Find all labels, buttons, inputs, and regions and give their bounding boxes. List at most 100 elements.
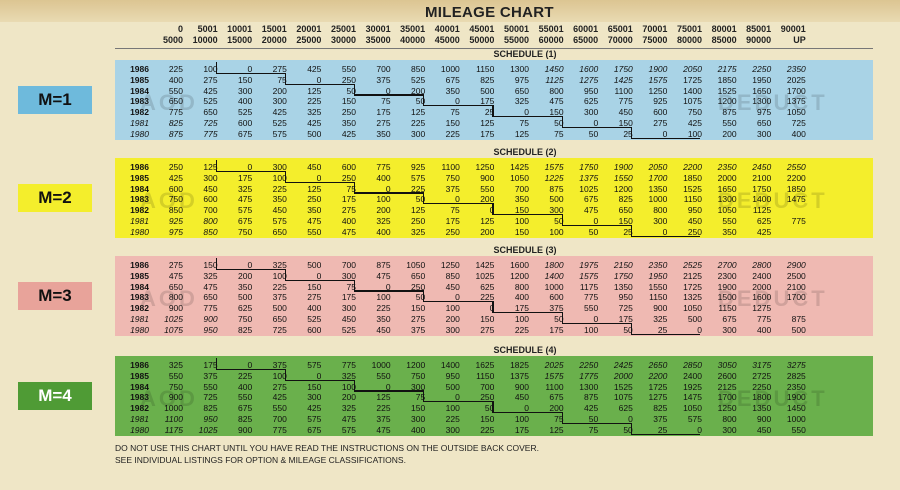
column-header-from: 45001 (469, 24, 495, 34)
zero-boundary-line (423, 290, 425, 302)
table-cell: 650 (168, 281, 183, 292)
mileage-class-badge: M=1 (18, 86, 92, 114)
table-cell: 500 (687, 314, 702, 324)
table-cell: 875 (549, 183, 564, 194)
table-cell: 75 (588, 424, 599, 435)
year-label: 1980 (130, 226, 149, 237)
zero-boundary-line (423, 390, 425, 402)
table-cell: 1300 (717, 194, 737, 205)
table-cell: 1800 (752, 392, 772, 403)
table-cell: 900 (653, 303, 668, 314)
table-cell: 550 (307, 226, 322, 237)
table-cell: 300 (411, 381, 426, 392)
table-cell: 850 (411, 64, 426, 74)
table-cell: 250 (341, 74, 356, 85)
table-cell: 775 (757, 314, 772, 324)
table-cell: 0 (247, 360, 253, 370)
table-cell: 0 (316, 74, 322, 85)
table-cell: 250 (411, 281, 426, 292)
table-cell: 2000 (613, 370, 633, 381)
table-cell: 3050 (717, 360, 737, 370)
table-cell: 1275 (752, 303, 772, 314)
table-cell: 300 (584, 107, 599, 118)
table-cell: 575 (307, 414, 322, 424)
table-cell: 1400 (440, 360, 460, 370)
table-cell: 125 (376, 392, 391, 403)
table-cell: 0 (697, 324, 702, 335)
table-cell: 275 (341, 205, 356, 216)
table-cell: 925 (653, 96, 668, 107)
column-header-from: 90001 (780, 24, 806, 34)
table-cell: 775 (791, 216, 806, 226)
table-cell: 1425 (510, 162, 529, 172)
table-cell: 1025 (475, 270, 495, 281)
zero-boundary-line (630, 235, 700, 237)
table-cell: 50 (623, 324, 633, 335)
year-label: 1985 (130, 270, 149, 281)
table-cell: 2525 (683, 260, 702, 270)
table-row: 1986 325 175 0 375 575 775 1000 1200 1400 1625 1825… (115, 360, 873, 370)
table-row: 1981 825 725 600 525 425 350 275 225 150 125 75 50 0 1… (115, 118, 873, 128)
table-cell: 175 (514, 424, 529, 435)
table-cell: 2125 (683, 270, 702, 281)
table-cell: 550 (168, 85, 183, 96)
table-cell: 200 (238, 270, 253, 281)
table-cell: 1400 (544, 270, 564, 281)
table-cell: 150 (203, 260, 218, 270)
zero-boundary-line (423, 203, 493, 205)
table-cell: 0 (247, 64, 253, 74)
column-header-to: 45000 (434, 35, 460, 45)
table-cell: 1900 (717, 281, 737, 292)
table-cell: 0 (697, 424, 702, 435)
table-cell: 0 (593, 314, 599, 324)
table-cell: 650 (618, 205, 633, 216)
table-cell: 1500 (717, 292, 737, 303)
zero-boundary-line (630, 422, 633, 434)
table-cell: 125 (411, 205, 426, 216)
table-cell: 450 (687, 216, 702, 226)
zero-boundary-line (215, 72, 285, 75)
column-header-from: 55001 (538, 24, 564, 34)
table-cell: 25 (623, 128, 633, 139)
table-cell: 1075 (613, 392, 633, 403)
table-cell: 250 (445, 226, 460, 237)
table-cell: 625 (757, 216, 772, 226)
table-cell: 100 (514, 414, 529, 424)
table-cell: 400 (791, 128, 806, 139)
table-cell: 525 (272, 118, 287, 128)
zero-boundary-line (354, 83, 356, 95)
column-header: 35001 40000 (385, 24, 425, 48)
table-cell: 25 (657, 324, 668, 335)
table-cell: 475 (238, 194, 253, 205)
zero-boundary-line (423, 192, 425, 204)
table-cell: 900 (168, 303, 183, 314)
table-cell: 0 (385, 381, 391, 392)
table-cell: 1600 (579, 64, 599, 74)
column-header-to: 65000 (573, 35, 599, 45)
table-cell: 400 (411, 424, 426, 435)
table-cell: 2050 (683, 64, 702, 74)
table-cell: 725 (791, 118, 806, 128)
table-cell: 275 (480, 324, 495, 335)
year-label: 1983 (130, 96, 149, 107)
table-cell: 475 (341, 414, 356, 424)
table-cell: 475 (584, 205, 599, 216)
table-cell: 900 (514, 381, 529, 392)
table-cell: 1000 (648, 194, 668, 205)
table-cell: 1600 (752, 292, 772, 303)
table-cell: 375 (203, 370, 218, 381)
table-cell: 1275 (648, 392, 668, 403)
table-row: 1980 875 775 675 575 500 425 350 300 225 175 125 75 5… (115, 129, 873, 139)
zero-boundary-line (561, 214, 563, 225)
table-cell: 350 (272, 194, 287, 205)
table-cell: 75 (415, 392, 426, 403)
table-cell: 225 (272, 281, 287, 292)
table-cell: 2100 (786, 281, 806, 292)
table-cell: 150 (238, 74, 253, 85)
table-cell: 400 (341, 216, 356, 226)
zero-boundary-line (492, 412, 562, 414)
table-cell: 2200 (648, 370, 668, 381)
table-cell: 1100 (614, 85, 633, 96)
table-cell: 125 (514, 128, 529, 139)
table-cell: 725 (272, 324, 287, 335)
